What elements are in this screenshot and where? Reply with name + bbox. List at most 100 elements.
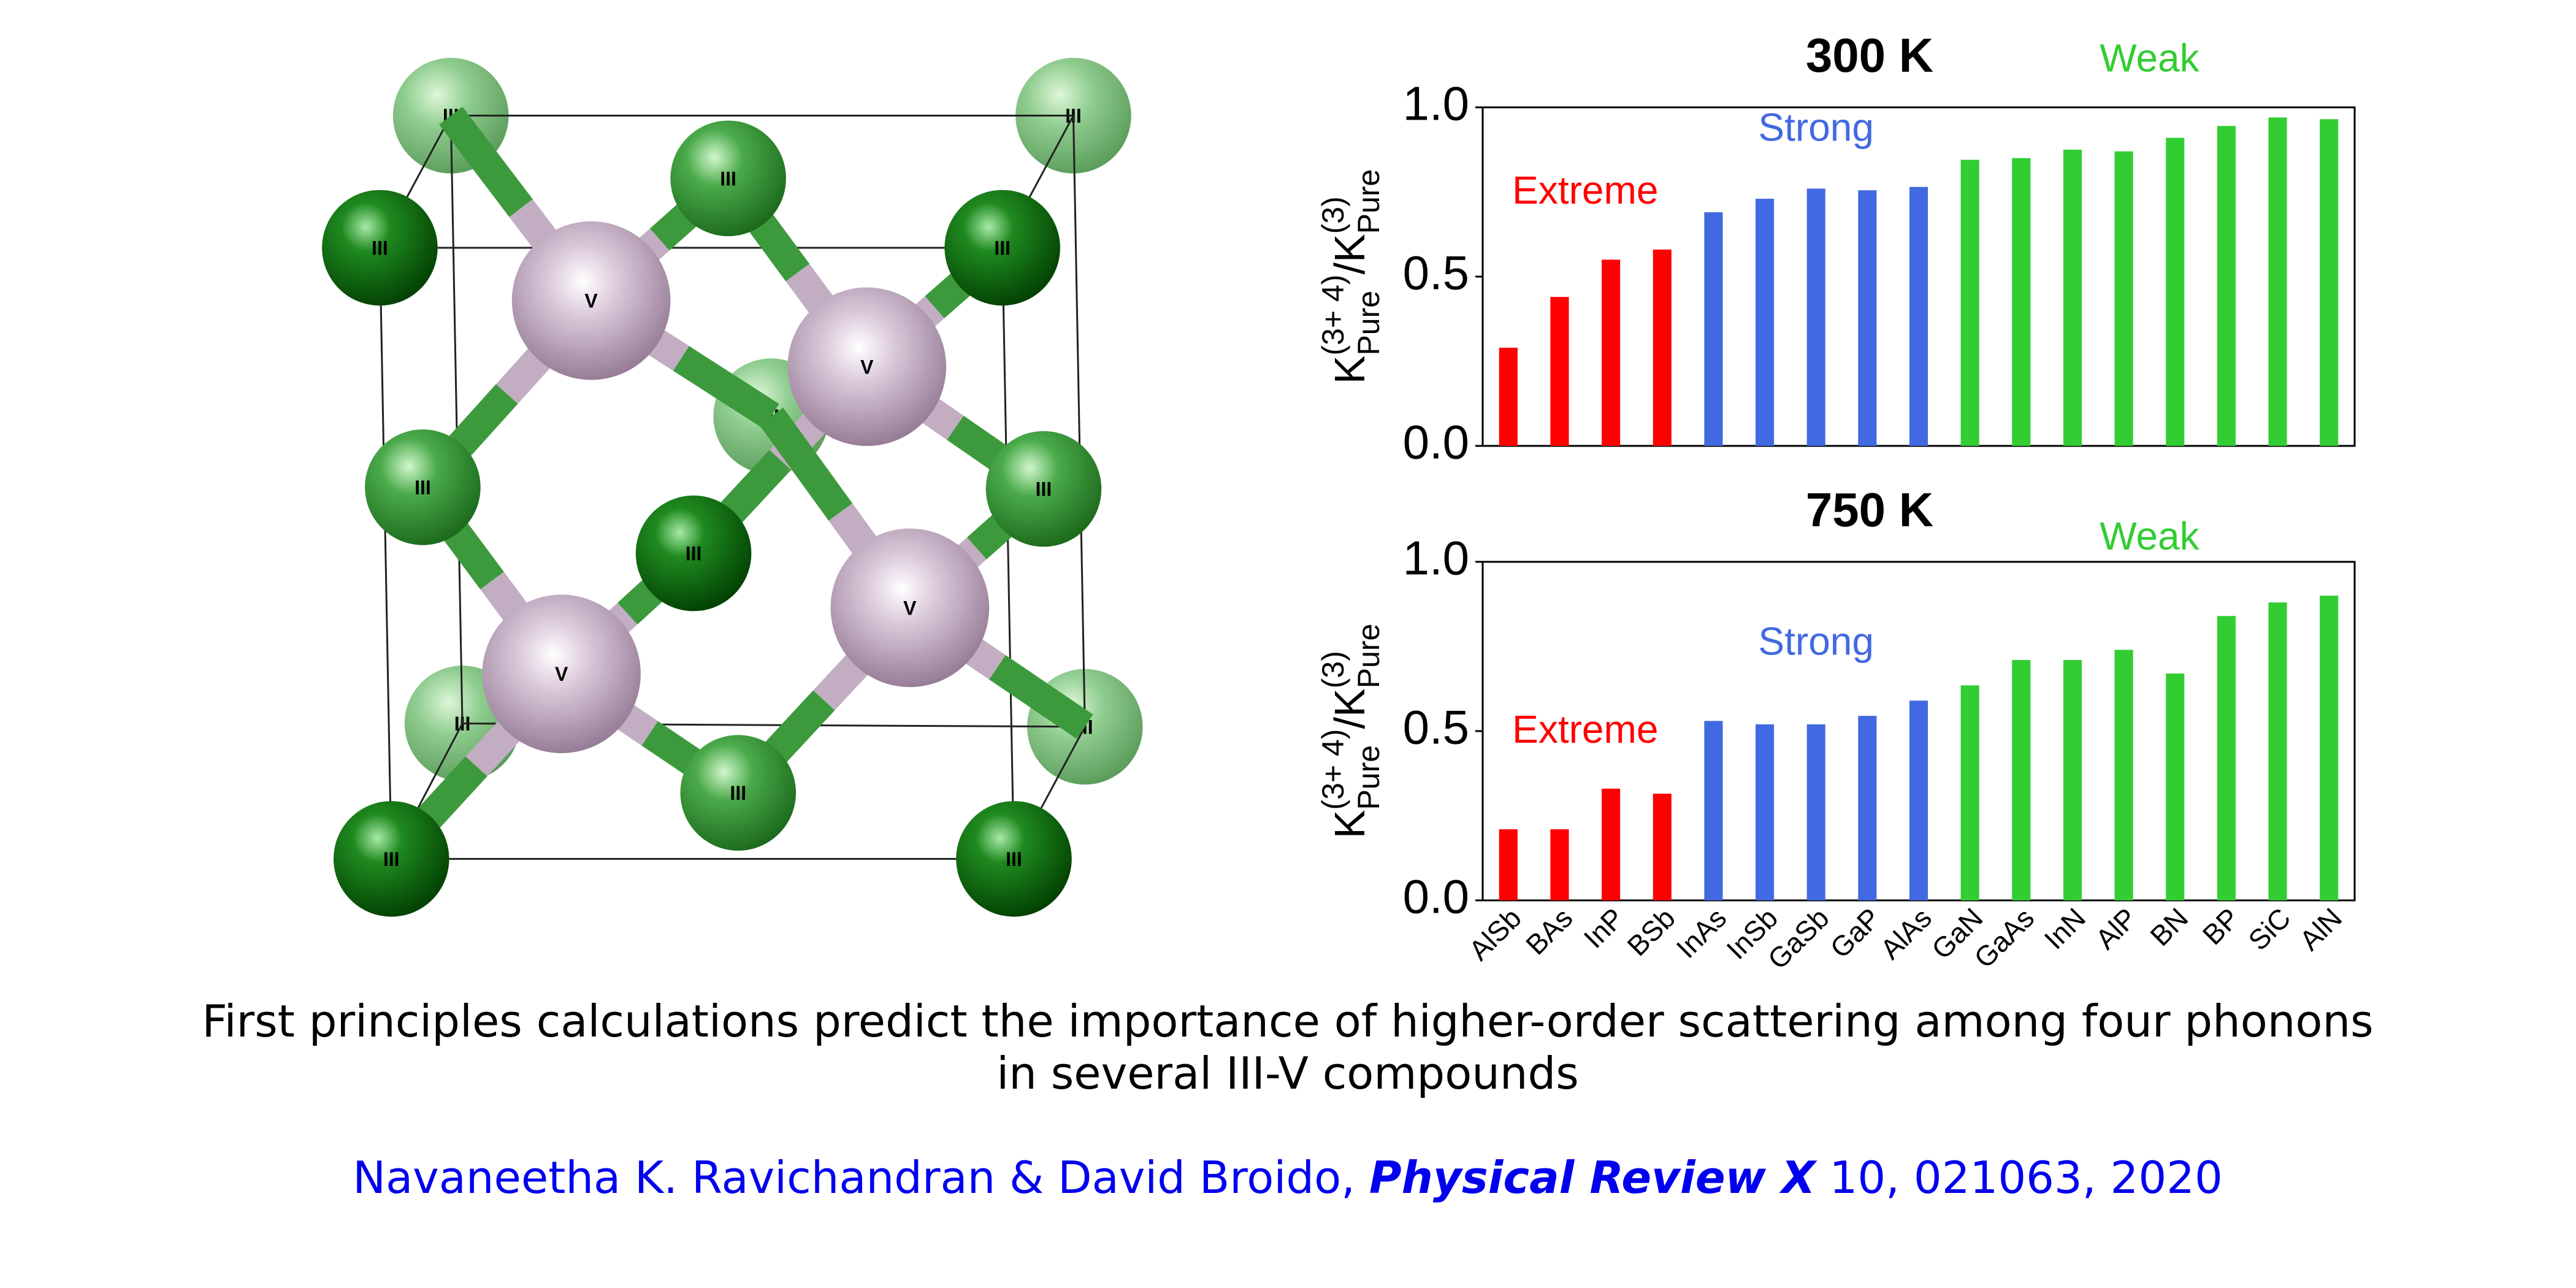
- atom-label: III: [415, 477, 431, 499]
- bar: [1960, 159, 1979, 446]
- y-tick-label: 1.0: [1403, 531, 1469, 585]
- atom-label: III: [383, 848, 400, 870]
- bar: [1602, 259, 1621, 446]
- bar: [1858, 716, 1877, 900]
- y-axis-label-part: Pure: [1351, 745, 1386, 810]
- y-tick-label: 0.5: [1403, 700, 1469, 754]
- bar: [1550, 297, 1569, 446]
- atom-label: III: [1036, 478, 1052, 500]
- y-axis-label-part: K: [1326, 810, 1374, 839]
- atom: [482, 594, 641, 754]
- cell-edge: [378, 247, 392, 859]
- bar: [2320, 119, 2339, 446]
- citation-journal: Physical Review X: [1369, 1152, 1817, 1203]
- y-axis-label-part: (3): [1316, 651, 1350, 688]
- atom: [511, 221, 671, 380]
- atom: [333, 801, 449, 917]
- atom: [787, 287, 947, 447]
- bond: [439, 107, 533, 217]
- bar: [1806, 724, 1825, 900]
- y-tick-label: 0.5: [1403, 246, 1469, 300]
- x-tick-label: AlN: [2293, 902, 2348, 956]
- atom: [670, 120, 786, 237]
- bar: [2166, 673, 2185, 900]
- atom-label: V: [555, 663, 568, 685]
- x-tick-label: BSb: [1621, 902, 1681, 962]
- atom: [365, 429, 481, 545]
- bar: [2166, 137, 2185, 446]
- bar: [1704, 212, 1723, 446]
- atom-label: V: [903, 597, 917, 619]
- y-tick-label: 0.0: [1403, 415, 1469, 469]
- atom-label: III: [1006, 848, 1022, 870]
- bar-chart: 750 K0.00.51.0ExtremeStrongWeakAlSbBAsIn…: [1316, 483, 2356, 975]
- atom-label: V: [860, 356, 874, 378]
- y-axis-label-part: (3+ 4): [1316, 275, 1350, 356]
- bar: [1653, 249, 1672, 446]
- caption-line: First principles calculations predict th…: [202, 995, 2373, 1047]
- y-axis-label-part: (3): [1316, 196, 1350, 234]
- atom: [956, 801, 1072, 917]
- x-tick-label: GaP: [1824, 902, 1886, 964]
- bar: [2063, 150, 2082, 446]
- bond: [989, 655, 1093, 739]
- bar: [2114, 151, 2133, 446]
- caption-line: in several III-V compounds: [996, 1048, 1578, 1099]
- y-axis-label-part: /: [1326, 717, 1374, 729]
- bar: [2217, 616, 2236, 900]
- bar: [1909, 700, 1928, 900]
- bar: [1909, 186, 1928, 446]
- cell-edge: [449, 115, 464, 724]
- x-tick-label: AlSb: [1462, 902, 1527, 966]
- atom: [830, 528, 990, 688]
- bar: [2012, 158, 2031, 446]
- atom-label: III: [720, 167, 736, 190]
- group-label: Strong: [1758, 105, 1874, 150]
- y-axis-label-part: Pure: [1351, 624, 1386, 689]
- bar: [1756, 199, 1775, 446]
- atom-label: III: [730, 782, 746, 804]
- x-tick-label: GaSb: [1762, 902, 1835, 975]
- atom-label: III: [686, 543, 702, 565]
- charts: 300 K0.00.51.0ExtremeStrongWeakKPure(3+ …: [1316, 28, 2356, 975]
- bar: [1550, 829, 1569, 900]
- bar: [2063, 660, 2082, 900]
- group-label: Weak: [2100, 36, 2200, 80]
- bar: [2114, 650, 2133, 900]
- atom: [322, 190, 438, 306]
- group-label: Extreme: [1512, 707, 1658, 751]
- atom-label: III: [372, 237, 388, 259]
- y-axis-label-part: /: [1326, 263, 1374, 275]
- bar: [1704, 721, 1723, 900]
- y-axis-label-part: Pure: [1351, 169, 1386, 234]
- x-tick-label: InAs: [1670, 902, 1733, 964]
- bar: [1602, 788, 1621, 900]
- x-tick-label: BP: [2196, 902, 2245, 951]
- bar: [1858, 190, 1877, 446]
- atom: [944, 190, 1060, 306]
- y-axis-label-part: K: [1326, 234, 1374, 263]
- x-tick-label: GaAs: [1968, 902, 2040, 974]
- group-label: Strong: [1758, 619, 1874, 663]
- bar: [1960, 685, 1979, 900]
- bar: [2320, 596, 2339, 900]
- y-tick-label: 1.0: [1403, 77, 1469, 131]
- atom-label: V: [584, 290, 598, 312]
- bar: [1756, 724, 1775, 900]
- citation: Navaneetha K. Ravichandran & David Broid…: [353, 1152, 2223, 1203]
- x-tick-label: SiC: [2242, 902, 2296, 956]
- group-label: Extreme: [1512, 168, 1658, 212]
- bar: [1806, 188, 1825, 446]
- citation-details: 10, 021063, 2020: [1830, 1152, 2223, 1203]
- bond: [673, 346, 779, 429]
- crystal-structure: IIIIIIIIIIIIIIIIIIIIIIIIIIIIIIVVIIIIIIII…: [322, 58, 1143, 917]
- y-tick-label: 0.0: [1403, 870, 1469, 924]
- cell-edge: [1001, 247, 1015, 859]
- chart-title: 300 K: [1806, 28, 1933, 82]
- y-axis-label-part: K: [1326, 688, 1374, 717]
- bar: [1499, 347, 1518, 446]
- group-label: Weak: [2100, 514, 2200, 558]
